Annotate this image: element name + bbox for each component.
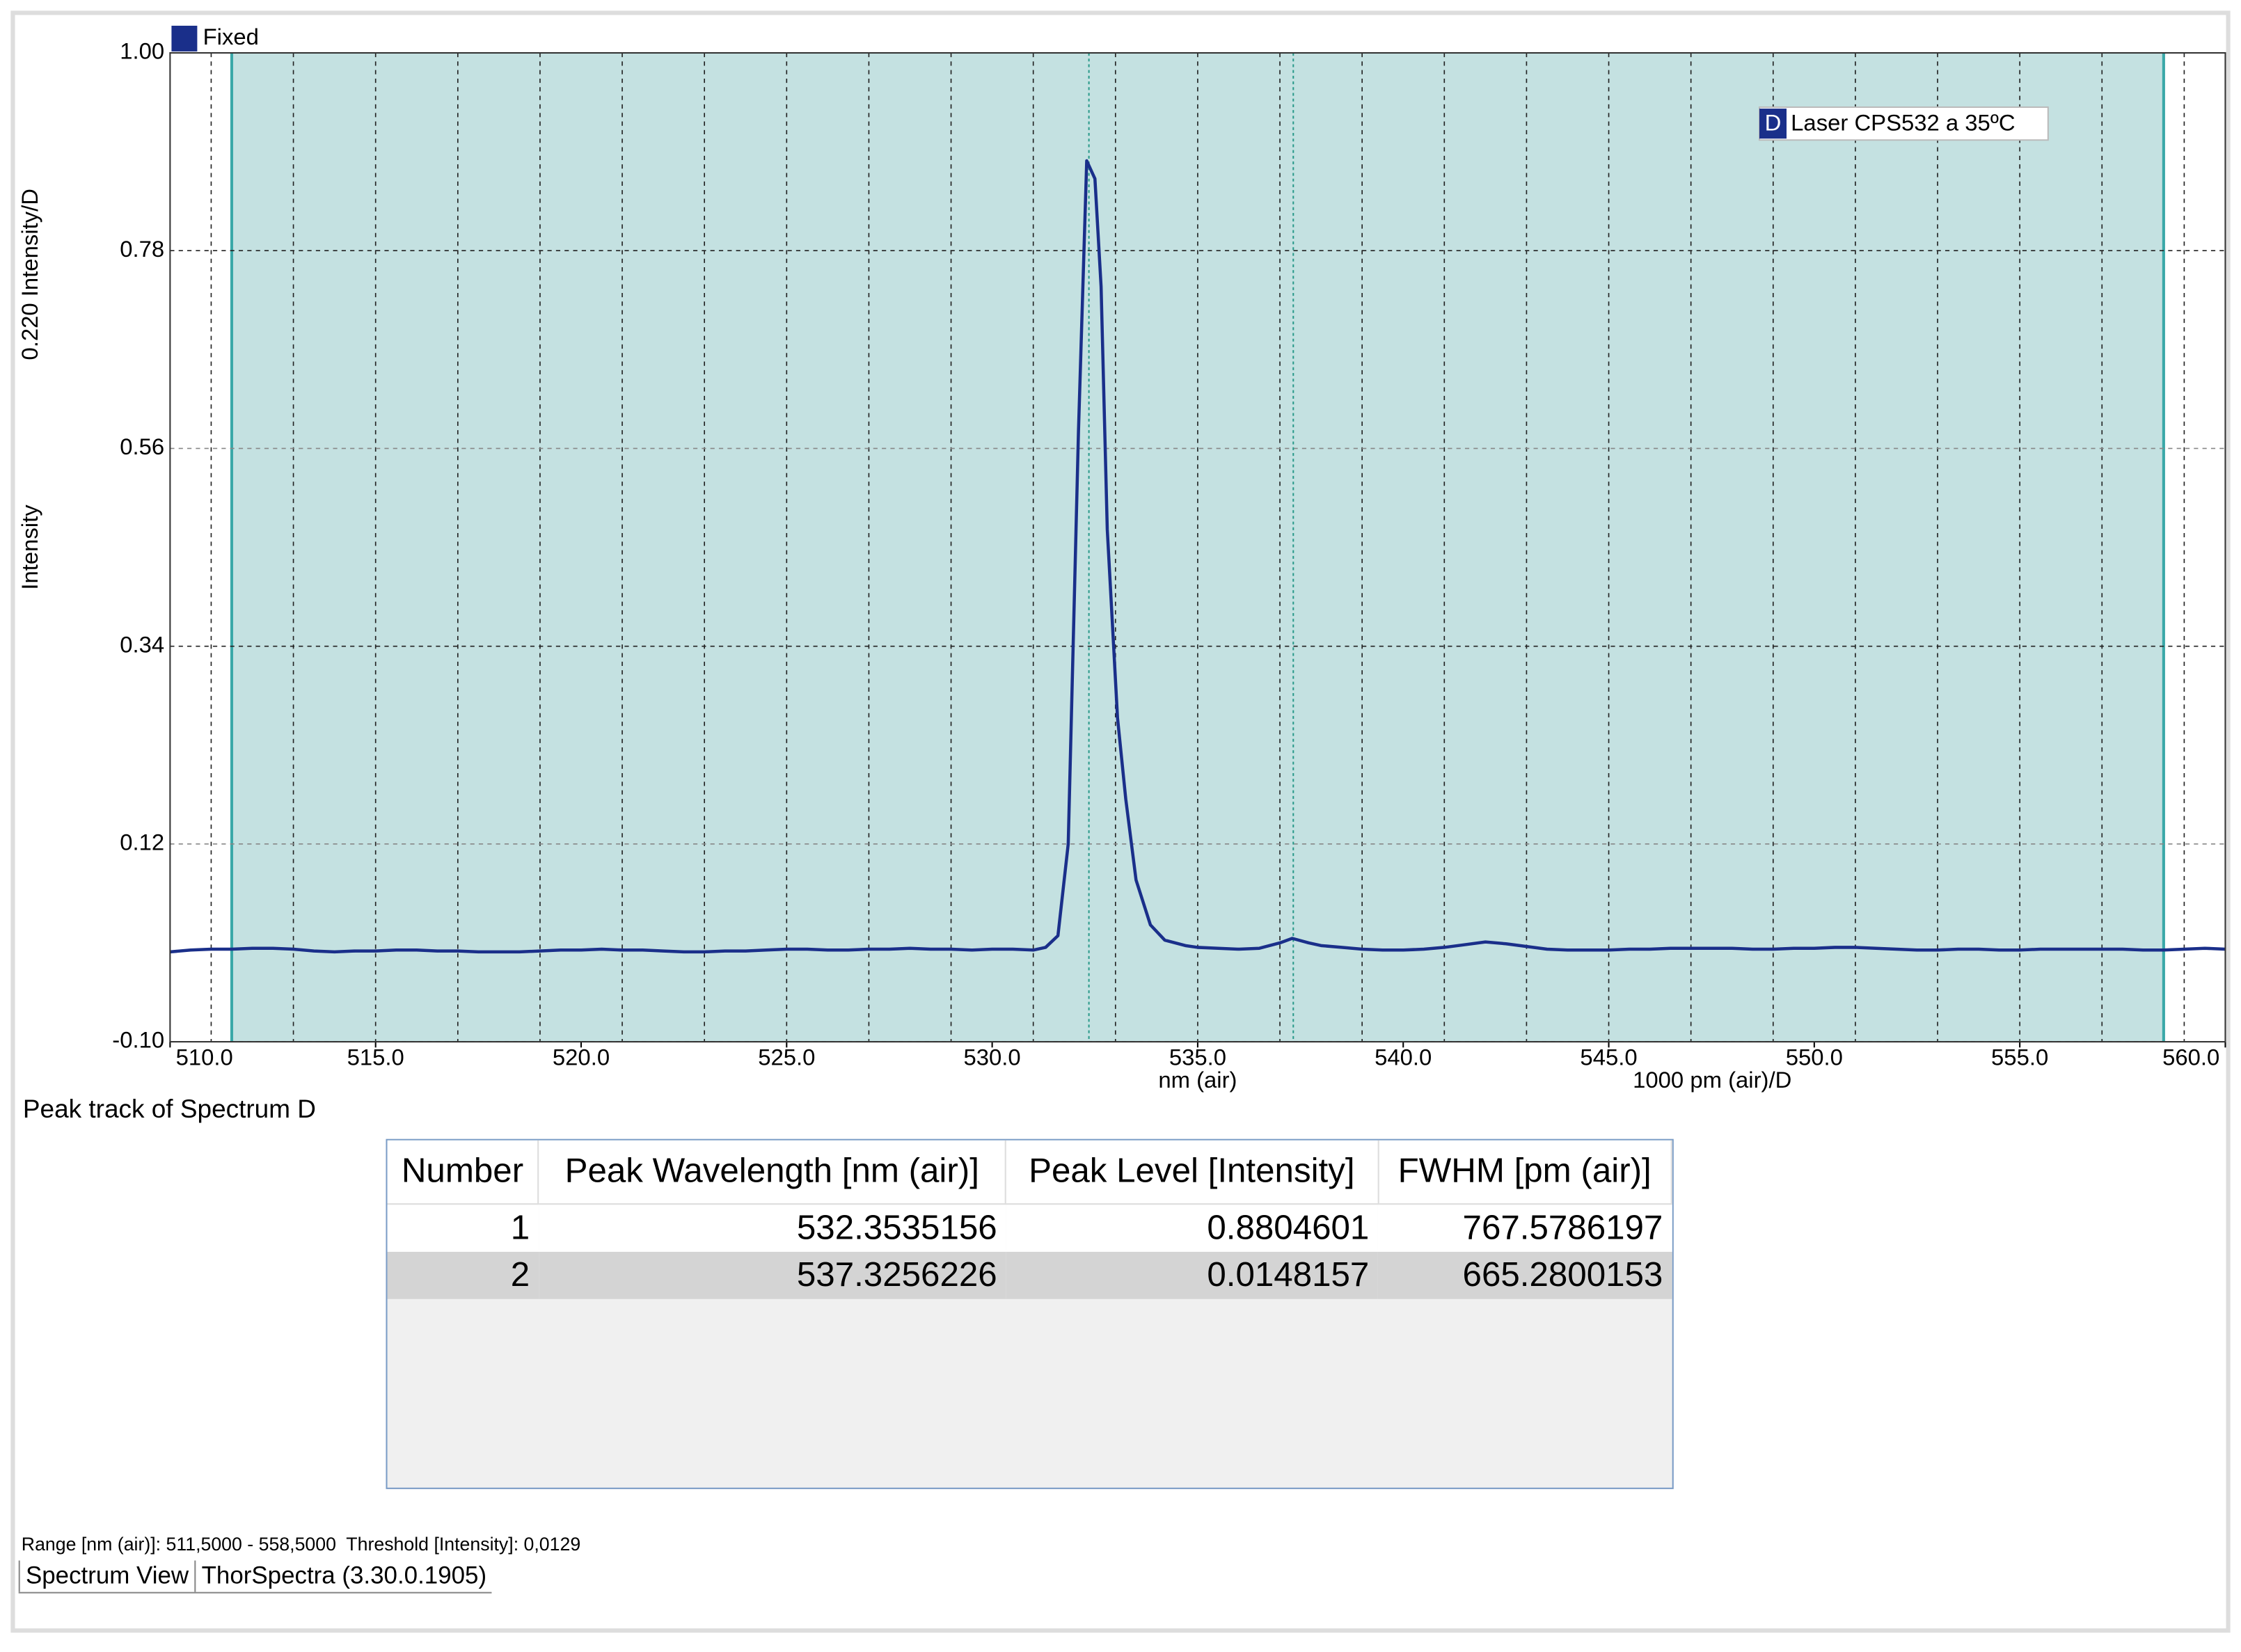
legend-marker-box: [1759, 109, 1787, 139]
x-tick-label: 560.0: [2162, 1044, 2219, 1070]
x-tick-label: 510.0: [176, 1044, 233, 1070]
y-tick-label: -0.10: [112, 1027, 164, 1053]
fixed-icon: [171, 25, 198, 51]
tabs: Spectrum View ThorSpectra (3.30.0.1905): [18, 1560, 493, 1594]
table-cell: 532.3535156: [538, 1204, 1006, 1252]
frame: [10, 10, 2231, 1633]
column-header: Peak Level [Intensity]: [1006, 1140, 1379, 1205]
legend-box: [1758, 106, 2049, 141]
x-tick-label: 520.0: [553, 1044, 610, 1070]
y-tick-label: 0.78: [120, 236, 164, 262]
table-cell: 1: [387, 1204, 539, 1252]
table-cell: 0.0148157: [1006, 1251, 1378, 1299]
x-tick-label: 515.0: [347, 1044, 404, 1070]
x-axis-label: nm (air): [1158, 1067, 1237, 1093]
x-tick-label: 540.0: [1375, 1044, 1432, 1070]
x-tick-label: 550.0: [1786, 1044, 1843, 1070]
y-axis-label: Intensity: [17, 505, 42, 590]
column-header: FWHM [pm (air)]: [1377, 1140, 1672, 1205]
table-cell: 0.8804601: [1006, 1204, 1378, 1252]
x-tick-label: 525.0: [758, 1044, 815, 1070]
status-text: Range [nm (air)]: 511,5000 - 558,5000 Th…: [21, 1533, 581, 1555]
table-title: Peak track of Spectrum D: [22, 1095, 317, 1124]
table: Number Peak Wavelength [nm (air)] Peak Lev…: [387, 1140, 1672, 1299]
x-tick-label: 535.0: [1169, 1044, 1226, 1070]
tab[interactable]: Spectrum View: [18, 1560, 195, 1592]
legend-entry: Laser CPS532 a 35ºC: [1791, 109, 2015, 135]
table-row: 1 532.3535156 0.8804601 767.5786197: [387, 1204, 1672, 1252]
peak-table: Number Peak Wavelength [nm (air)] Peak Lev…: [386, 1138, 1674, 1489]
tab[interactable]: ThorSpectra (3.30.0.1905): [194, 1560, 492, 1592]
y-tick-label: 0.56: [120, 434, 164, 459]
y-tick-label: 1.00: [120, 38, 164, 64]
y-tick-label: 0.12: [120, 829, 164, 855]
table-cell: 2: [387, 1251, 539, 1299]
column-header: Number: [387, 1140, 539, 1205]
x-tick-label: 530.0: [964, 1044, 1021, 1070]
table-cell: 537.3256226: [538, 1251, 1006, 1299]
x-scale-label: 1000 pm (air)/D: [1633, 1067, 1791, 1093]
fixed-label: Fixed: [203, 24, 259, 49]
y-scale-label: 0.220 Intensity/D: [17, 189, 42, 360]
legend-marker: D: [1765, 109, 1782, 135]
table-row: 2 537.3256226 0.0148157 665.2800153: [387, 1251, 1672, 1299]
header-row: Number Peak Wavelength [nm (air)] Peak Lev…: [387, 1140, 1672, 1205]
plot-border: [169, 51, 2226, 1043]
table-cell: 767.5786197: [1377, 1204, 1672, 1252]
table-cell: 665.2800153: [1377, 1251, 1672, 1299]
x-tick-label: 555.0: [1991, 1044, 2048, 1070]
y-tick-label: 0.34: [120, 631, 164, 657]
spectrum-line: [170, 159, 2226, 954]
x-tick-label: 545.0: [1580, 1044, 1637, 1070]
column-header: Peak Wavelength [nm (air)]: [538, 1140, 1007, 1205]
